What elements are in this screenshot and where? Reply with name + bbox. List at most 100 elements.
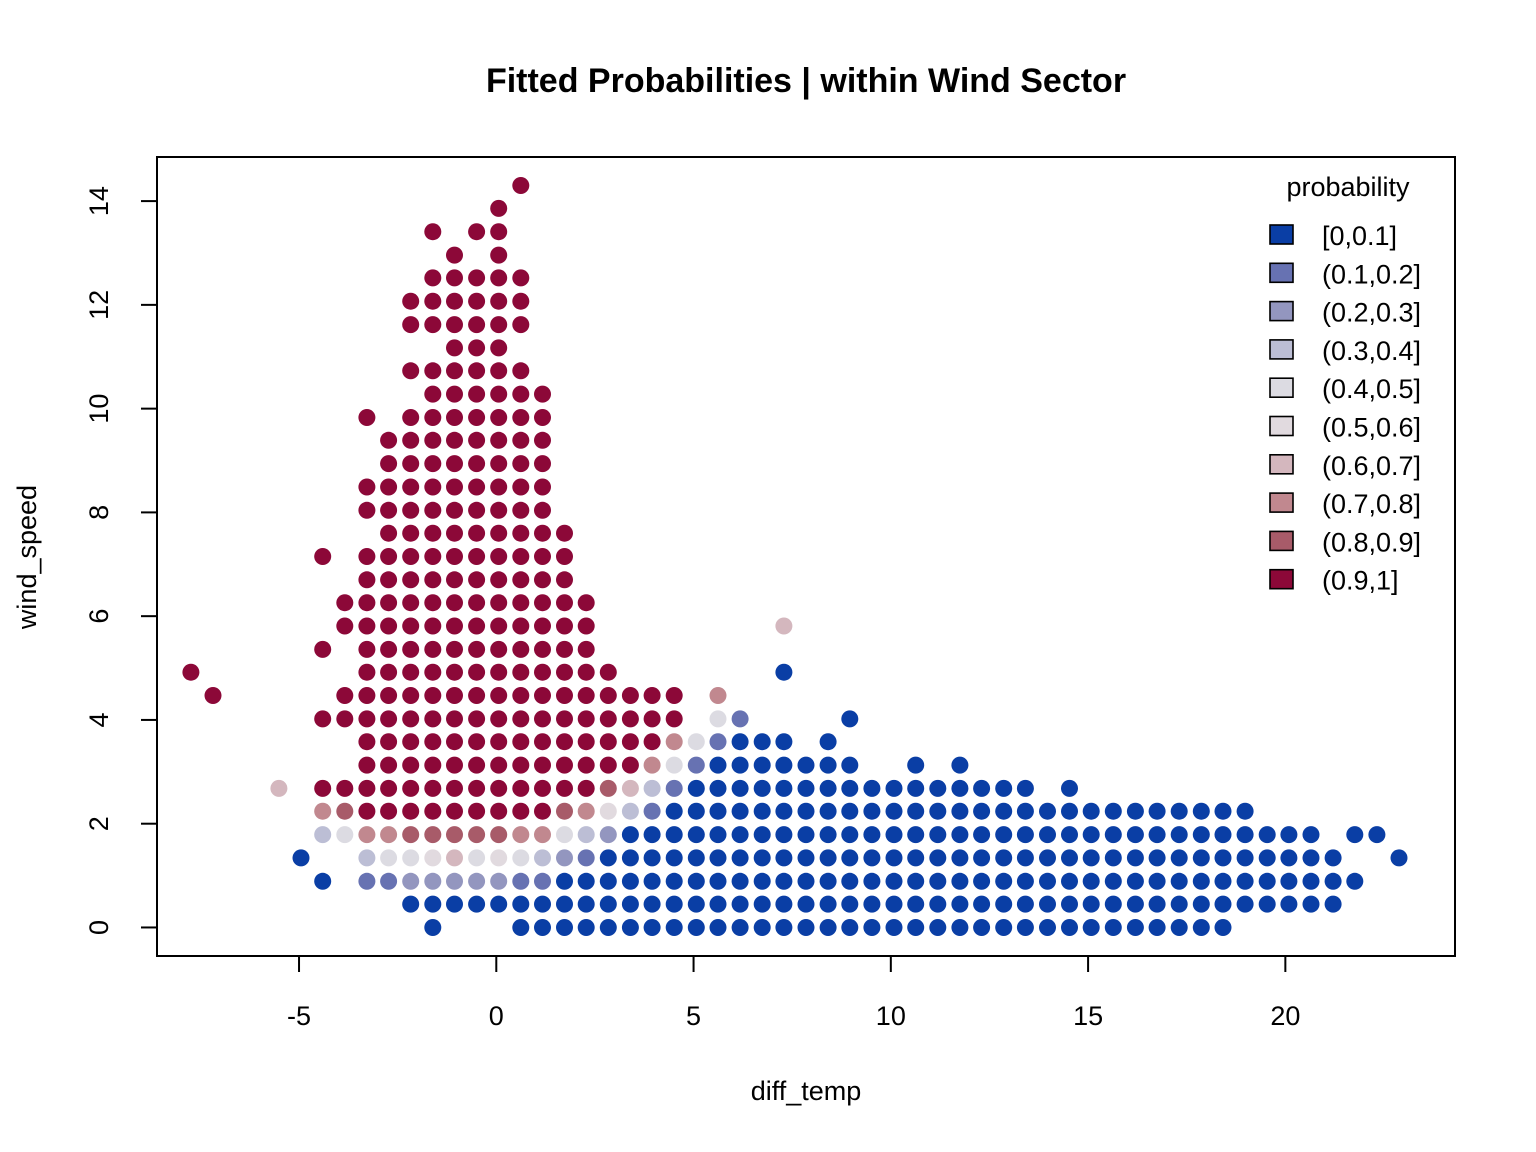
data-point (358, 409, 376, 426)
data-point (1126, 895, 1144, 913)
data-point (446, 710, 463, 728)
data-point (424, 455, 442, 473)
data-point (775, 849, 793, 867)
data-point (402, 431, 420, 449)
data-point (1082, 802, 1100, 820)
data-point (731, 779, 749, 797)
data-point (468, 733, 486, 751)
data-point (1082, 895, 1100, 913)
data-point (709, 710, 727, 728)
data-point (621, 756, 639, 774)
data-point (1039, 919, 1056, 936)
y-tick-label: 6 (84, 609, 114, 624)
data-point (599, 849, 617, 867)
data-point (797, 919, 815, 936)
data-point (468, 710, 486, 728)
data-point (995, 779, 1013, 797)
data-point (1039, 826, 1056, 844)
data-point (468, 385, 486, 403)
data-point (358, 478, 376, 496)
data-point (1082, 849, 1100, 867)
data-point (490, 849, 508, 867)
data-point (446, 524, 463, 542)
data-point (534, 409, 551, 426)
data-point (951, 802, 969, 820)
data-point (512, 710, 530, 728)
data-point (577, 617, 595, 635)
data-point (512, 895, 530, 913)
data-point (1016, 826, 1034, 844)
data-point (797, 826, 815, 844)
data-point (556, 687, 573, 704)
data-point (468, 431, 486, 449)
data-point (490, 872, 508, 890)
data-point (863, 779, 881, 797)
data-point (314, 640, 332, 658)
data-point (512, 663, 530, 681)
data-point (534, 663, 551, 681)
data-point (687, 919, 705, 936)
data-point (446, 826, 463, 844)
data-point (402, 895, 420, 913)
data-point (512, 524, 530, 542)
data-point (885, 895, 903, 913)
data-point (1170, 919, 1188, 936)
data-point (1280, 872, 1298, 890)
data-point (709, 779, 727, 797)
legend-swatch (1269, 262, 1294, 284)
data-point (577, 919, 595, 936)
data-point (973, 872, 991, 890)
data-point (1039, 895, 1056, 913)
data-point (709, 756, 727, 774)
data-point (424, 501, 442, 519)
data-point (402, 455, 420, 473)
data-point (402, 826, 420, 844)
data-point (907, 802, 925, 820)
data-point (512, 292, 530, 310)
data-point (468, 571, 486, 589)
data-point (534, 385, 551, 403)
data-point (1192, 919, 1210, 936)
data-point (512, 826, 530, 844)
data-point (534, 756, 551, 774)
data-point (468, 409, 486, 426)
data-point (358, 733, 376, 751)
data-point (468, 779, 486, 797)
data-point (446, 756, 463, 774)
data-point (929, 826, 947, 844)
y-tick-label: 8 (84, 505, 114, 520)
data-point (424, 687, 442, 704)
data-point (687, 779, 705, 797)
data-point (512, 872, 530, 890)
data-point (336, 687, 354, 704)
data-point (424, 362, 442, 380)
data-point (995, 872, 1013, 890)
data-point (973, 779, 991, 797)
data-point (358, 663, 376, 681)
data-point (490, 663, 508, 681)
data-point (643, 779, 661, 797)
legend-label: (0.5,0.6] (1322, 413, 1421, 443)
data-point (424, 710, 442, 728)
data-point (314, 710, 332, 728)
data-point (665, 826, 683, 844)
data-point (621, 779, 639, 797)
data-point (599, 826, 617, 844)
data-point (556, 640, 573, 658)
data-point (1324, 872, 1342, 890)
data-point (621, 687, 639, 704)
data-point (753, 919, 771, 936)
data-point (534, 872, 551, 890)
data-point (577, 849, 595, 867)
data-point (380, 478, 398, 496)
data-point (863, 895, 881, 913)
data-point (490, 501, 508, 519)
data-point (599, 687, 617, 704)
data-point (1148, 919, 1166, 936)
data-point (929, 802, 947, 820)
data-point (819, 872, 837, 890)
data-point (841, 872, 859, 890)
data-point (819, 849, 837, 867)
data-point (951, 895, 969, 913)
